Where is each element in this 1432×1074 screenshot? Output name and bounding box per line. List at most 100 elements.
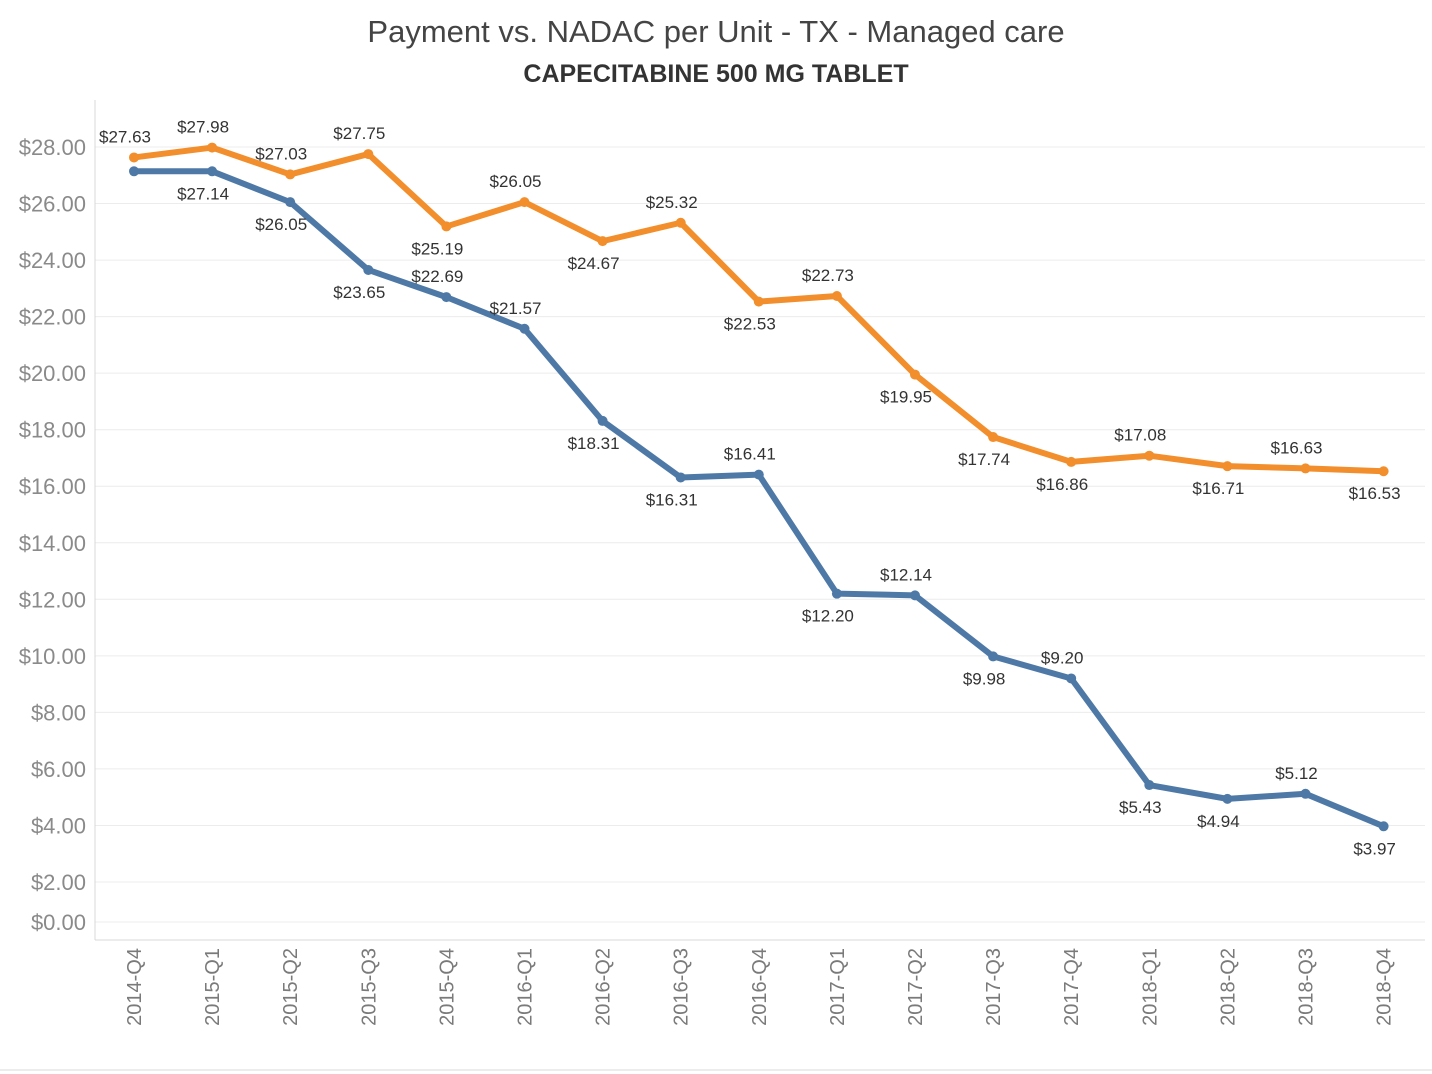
data-point <box>207 142 218 153</box>
data-label: $17.08 <box>1114 426 1166 445</box>
data-label: $12.20 <box>802 607 854 626</box>
x-tick-label: 2018-Q2 <box>1217 948 1239 1026</box>
x-tick-label: 2015-Q2 <box>280 948 302 1026</box>
data-label: $23.65 <box>333 283 385 302</box>
x-tick-label: 2016-Q4 <box>749 948 771 1026</box>
data-label: $16.31 <box>646 490 698 509</box>
data-label: $27.63 <box>99 127 151 146</box>
data-label: $24.67 <box>568 254 620 273</box>
data-point <box>1144 780 1155 791</box>
data-point <box>441 292 452 303</box>
data-point <box>1066 673 1077 684</box>
data-point <box>597 236 608 247</box>
data-point <box>831 290 842 301</box>
y-tick-label: $24.00 <box>19 248 86 273</box>
data-point <box>129 166 139 177</box>
data-label: $16.71 <box>1192 479 1244 498</box>
data-label: $25.32 <box>646 193 698 212</box>
x-axis-ticks: 2014-Q4 2015-Q1 2015-Q2 2015-Q3 2015-Q4 2016-… <box>124 948 1396 1026</box>
data-label: $18.31 <box>568 434 620 453</box>
data-point <box>363 149 374 160</box>
data-label: $22.73 <box>802 266 854 285</box>
data-point <box>129 152 139 163</box>
y-tick-label: $18.00 <box>19 418 86 443</box>
data-point <box>441 221 452 232</box>
data-label: $16.41 <box>724 445 776 464</box>
data-label: $16.63 <box>1271 438 1323 457</box>
y-axis-ticks: $0.00 $2.00 $4.00 $6.00 $8.00 $10.00 $12.00 $14… <box>19 135 86 935</box>
data-label: $5.12 <box>1275 764 1318 783</box>
y-tick-label: $12.00 <box>19 587 86 612</box>
data-label: $4.94 <box>1197 812 1240 831</box>
x-tick-label: 2016-Q3 <box>671 948 693 1026</box>
y-tick-label: $4.00 <box>31 813 86 838</box>
data-label: $17.74 <box>958 450 1010 469</box>
data-label: $16.86 <box>1036 475 1088 494</box>
x-tick-label: 2014-Q4 <box>124 948 146 1026</box>
data-point <box>363 264 374 275</box>
data-point <box>753 469 764 480</box>
data-label: $9.20 <box>1041 648 1084 667</box>
data-point <box>1222 793 1233 804</box>
data-point <box>1144 450 1155 461</box>
data-point <box>831 588 842 599</box>
x-tick-label: 2015-Q4 <box>436 948 458 1026</box>
data-label: $27.14 <box>177 184 229 203</box>
data-point <box>910 590 920 601</box>
data-point <box>753 296 764 307</box>
data-label: $5.43 <box>1119 798 1162 817</box>
data-label: $27.98 <box>177 118 229 137</box>
y-tick-label: $26.00 <box>19 192 86 217</box>
x-tick-label: 2018-Q1 <box>1139 948 1161 1026</box>
series-line-1 <box>131 168 1387 830</box>
data-label: $26.05 <box>255 215 307 234</box>
y-tick-label: $10.00 <box>19 644 86 669</box>
data-label: $27.75 <box>333 124 385 143</box>
x-tick-label: 2015-Q1 <box>202 948 224 1026</box>
gridlines <box>95 146 1425 923</box>
x-tick-label: 2015-Q3 <box>358 948 380 1026</box>
x-tick-label: 2016-Q1 <box>515 948 537 1026</box>
x-tick-label: 2017-Q2 <box>905 948 927 1026</box>
data-point <box>207 166 218 177</box>
data-label: $22.53 <box>724 315 776 334</box>
y-tick-label: $0.00 <box>31 910 86 935</box>
chart-subtitle: CAPECITABINE 500 MG TABLET <box>523 60 909 88</box>
data-label: $3.97 <box>1353 839 1396 858</box>
data-label: $16.53 <box>1349 484 1401 503</box>
data-point <box>1378 466 1389 477</box>
data-point <box>1066 456 1077 467</box>
data-point <box>1300 788 1311 799</box>
data-point <box>1300 463 1311 474</box>
y-tick-label: $16.00 <box>19 474 86 499</box>
data-label: $21.57 <box>490 299 542 318</box>
data-label: $25.19 <box>411 239 463 258</box>
y-tick-label: $20.00 <box>19 361 86 386</box>
data-point <box>675 472 686 483</box>
x-tick-label: 2017-Q3 <box>983 948 1005 1026</box>
x-tick-label: 2017-Q1 <box>827 948 849 1026</box>
y-tick-label: $22.00 <box>19 305 86 330</box>
data-point <box>1378 821 1389 832</box>
data-point <box>988 651 999 662</box>
data-point <box>910 369 920 380</box>
y-tick-label: $14.00 <box>19 531 86 556</box>
x-tick-label: 2018-Q4 <box>1374 948 1396 1026</box>
y-tick-label: $28.00 <box>19 135 86 160</box>
data-point <box>1222 461 1233 472</box>
axes <box>0 100 1432 1071</box>
data-point <box>285 169 296 180</box>
data-point <box>988 432 999 443</box>
data-label: $27.03 <box>255 144 307 163</box>
x-tick-label: 2017-Q4 <box>1061 948 1083 1026</box>
data-label: $9.98 <box>963 669 1006 688</box>
series-line-0 <box>131 144 1387 475</box>
data-label: $22.69 <box>411 267 463 286</box>
data-point <box>675 217 686 228</box>
y-tick-label: $8.00 <box>31 700 86 725</box>
data-labels: $27.63 $27.98 $27.03 $27.75 $25.19 $26.05 $24.… <box>99 118 1401 859</box>
data-point <box>597 415 608 426</box>
data-point <box>519 323 530 334</box>
data-point <box>519 197 530 208</box>
